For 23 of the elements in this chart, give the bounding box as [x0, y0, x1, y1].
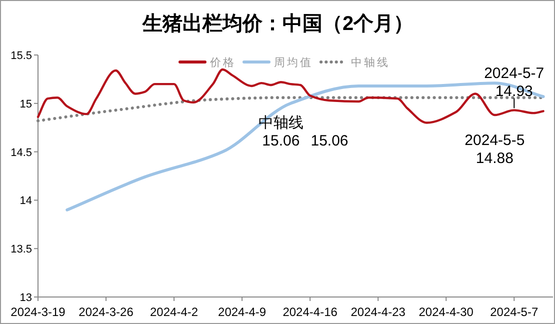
legend-label: 价格	[209, 57, 236, 69]
y-tick-label: 13.5	[10, 244, 32, 256]
annotation: 2024-5-7 14.93	[484, 65, 544, 109]
x-tick-label: 2024-3-26	[78, 305, 134, 319]
x-tick-label: 2024-4-23	[350, 305, 406, 319]
y-tick-label: 14.5	[10, 146, 32, 159]
x-tick-label: 2024-4-9	[218, 305, 266, 319]
x-tick-label: 2024-5-7	[490, 305, 538, 319]
annotation: 15.06	[310, 132, 348, 150]
annotation: 2024-5-5 14.88	[464, 132, 525, 168]
chart-title: 生猪出栏均价：中国（2个月）	[141, 13, 414, 35]
annotation: 2024-5-7 14.93	[484, 65, 544, 100]
x-tick-label: 2024-4-16	[282, 305, 338, 319]
annotation: 中轴线 15.06	[258, 114, 304, 150]
legend-label: 周均值	[274, 57, 313, 69]
x-tick-label: 2024-4-2	[150, 305, 198, 319]
x-tick-label: 2024-4-30	[418, 305, 474, 319]
y-tick-label: 13	[20, 292, 32, 304]
y-tick-label: 14	[20, 195, 32, 208]
y-tick-label: 15	[20, 98, 32, 110]
legend-label: 中轴线	[351, 56, 390, 69]
y-tick-label: 15.5	[10, 50, 32, 62]
x-tick-label: 2024-3-19	[10, 305, 66, 319]
